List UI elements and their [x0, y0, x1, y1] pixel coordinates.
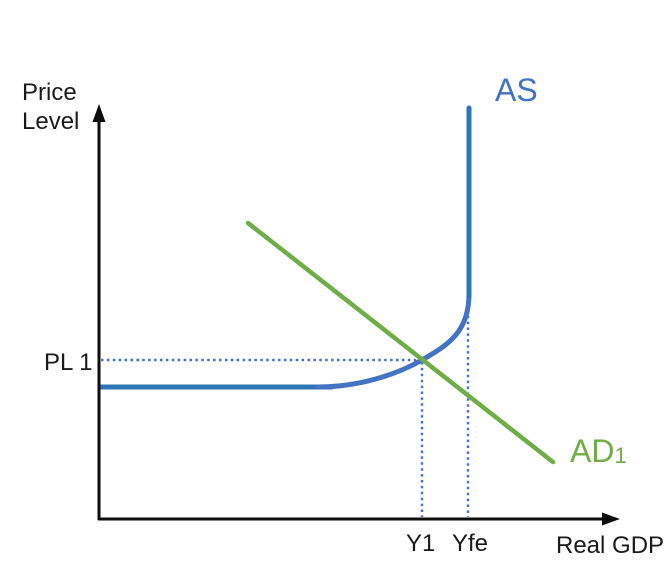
ad-curve-label-main: AD: [570, 433, 615, 469]
x-axis-arrowhead: [602, 512, 620, 526]
y-axis-label-line1: Price: [22, 79, 77, 106]
yfe-label: Yfe: [452, 530, 489, 557]
ad-line: [245, 220, 556, 465]
ad-curve-label: AD1: [570, 433, 627, 473]
y-axis-arrowhead: [92, 104, 106, 122]
ad-curve-label-subscript: 1: [614, 443, 627, 468]
pl1-label: PL 1: [44, 349, 93, 376]
y-axis-label: Price Level: [22, 78, 79, 136]
y-axis-label-line2: Level: [22, 108, 80, 135]
as-curve-path: [315, 291, 472, 390]
as-curve-label: AS: [495, 72, 538, 108]
x-axis-label: Real GDP: [556, 532, 665, 559]
y1-label: Y1: [406, 530, 436, 557]
